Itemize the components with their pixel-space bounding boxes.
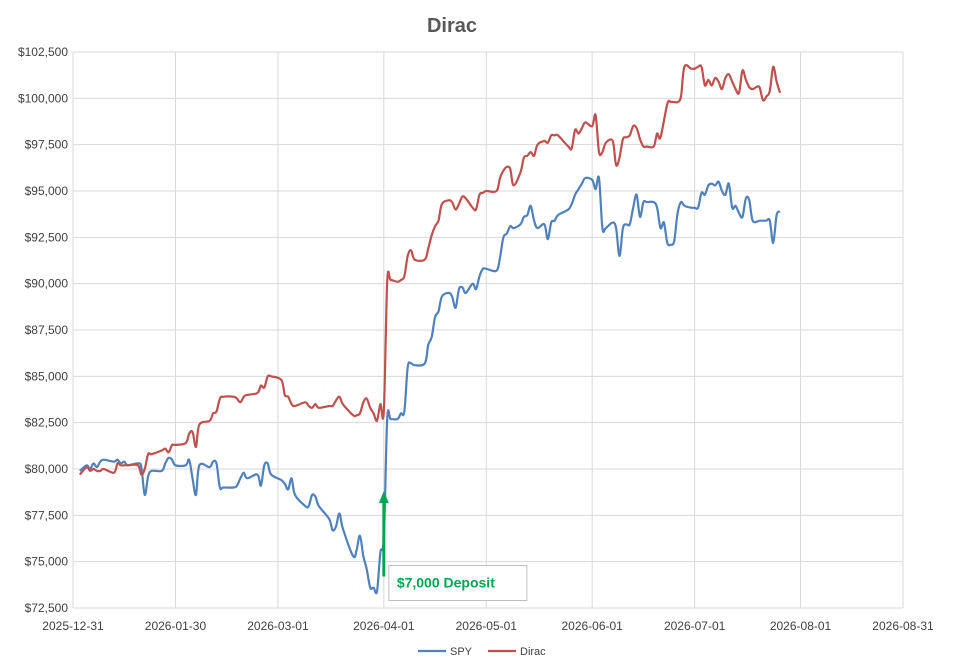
y-tick-label: $97,500 xyxy=(25,138,69,152)
y-tick-label: $102,500 xyxy=(18,45,68,59)
x-tick-label: 2026-04-01 xyxy=(353,619,415,633)
x-tick-label: 2026-07-01 xyxy=(664,619,726,633)
series-lines xyxy=(78,64,782,595)
legend-label-spy: SPY xyxy=(450,646,473,658)
y-tick-label: $77,500 xyxy=(25,508,69,522)
annotation-box xyxy=(388,564,528,601)
y-tick-label: $80,000 xyxy=(25,462,69,476)
x-tick-label: 2026-05-01 xyxy=(456,619,518,633)
y-tick-label: $75,000 xyxy=(25,555,69,569)
annotation-label: $7,000 Deposit xyxy=(397,574,495,590)
y-tick-label: $100,000 xyxy=(18,91,68,105)
x-tick-label: 2026-03-01 xyxy=(247,619,309,633)
x-tick-label: 2026-06-01 xyxy=(561,619,623,633)
x-axis-ticks: 2025-12-31 2026-01-30 2026-03-01 2026-04-01… xyxy=(42,619,934,633)
y-axis-ticks: $72,500 $75,000 $77,500 $80,000 $82,500 $85,0… xyxy=(18,45,68,615)
y-tick-label: $92,500 xyxy=(25,230,69,244)
x-tick-label: 2026-01-30 xyxy=(145,619,207,633)
gridlines xyxy=(72,51,904,609)
series-line-spy xyxy=(79,175,781,595)
y-tick-label: $95,000 xyxy=(25,184,69,198)
y-tick-label: $87,500 xyxy=(25,323,69,337)
y-tick-label: $72,500 xyxy=(25,601,69,615)
chart-title: Dirac xyxy=(427,15,477,37)
legend: SPY Dirac xyxy=(418,646,546,658)
x-tick-label: 2026-08-31 xyxy=(872,619,934,633)
y-tick-label: $85,000 xyxy=(25,369,69,383)
x-tick-label: 2025-12-31 xyxy=(42,619,104,633)
legend-label-dirac: Dirac xyxy=(520,646,546,658)
annotation-arrow-head xyxy=(378,491,389,504)
deposit-annotation: $7,000 Deposit xyxy=(378,491,528,601)
y-tick-label: $90,000 xyxy=(25,277,69,291)
y-tick-label: $82,500 xyxy=(25,416,69,430)
series-line-dirac xyxy=(78,64,782,476)
x-tick-label: 2026-08-01 xyxy=(770,619,832,633)
